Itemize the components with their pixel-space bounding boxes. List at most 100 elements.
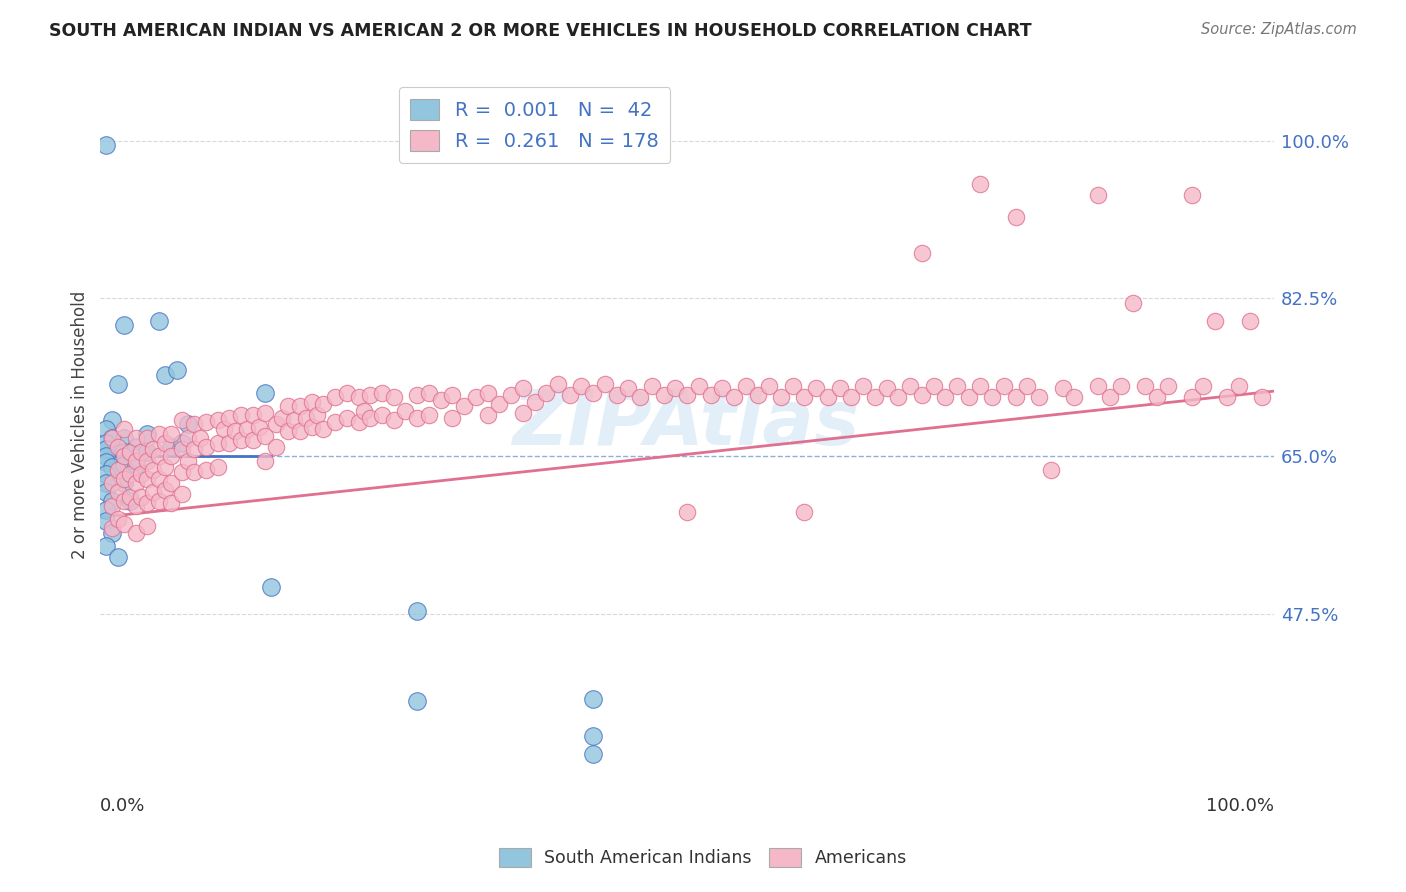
Point bbox=[253, 406, 276, 420]
Point bbox=[148, 449, 170, 463]
Point bbox=[242, 433, 264, 447]
Point bbox=[124, 431, 146, 445]
Point bbox=[172, 442, 194, 456]
Point bbox=[734, 378, 756, 392]
Point bbox=[617, 381, 640, 395]
Point bbox=[101, 413, 124, 427]
Text: SOUTH AMERICAN INDIAN VS AMERICAN 2 OR MORE VEHICLES IN HOUSEHOLD CORRELATION CH: SOUTH AMERICAN INDIAN VS AMERICAN 2 OR M… bbox=[49, 22, 1032, 40]
Point bbox=[148, 426, 170, 441]
Point bbox=[288, 400, 311, 414]
Text: 100.0%: 100.0% bbox=[1206, 797, 1274, 814]
Point bbox=[136, 444, 159, 458]
Point bbox=[406, 388, 429, 402]
Point bbox=[107, 512, 129, 526]
Point bbox=[652, 388, 675, 402]
Point bbox=[288, 424, 311, 438]
Point bbox=[934, 390, 956, 404]
Point bbox=[371, 386, 394, 401]
Point bbox=[188, 431, 211, 445]
Point bbox=[1063, 390, 1085, 404]
Point bbox=[523, 395, 546, 409]
Point bbox=[242, 409, 264, 423]
Point bbox=[406, 694, 429, 708]
Point bbox=[101, 459, 124, 474]
Point bbox=[218, 435, 240, 450]
Point bbox=[441, 388, 464, 402]
Point bbox=[1192, 378, 1215, 392]
Point bbox=[969, 177, 991, 191]
Point bbox=[124, 453, 146, 467]
Point bbox=[336, 386, 359, 401]
Point bbox=[911, 388, 934, 402]
Point bbox=[993, 378, 1015, 392]
Point bbox=[107, 376, 129, 391]
Point bbox=[112, 494, 135, 508]
Point bbox=[1122, 295, 1144, 310]
Point bbox=[828, 381, 851, 395]
Point bbox=[124, 440, 146, 454]
Point bbox=[112, 472, 135, 486]
Point bbox=[166, 363, 188, 377]
Point bbox=[194, 415, 217, 429]
Point bbox=[224, 424, 246, 438]
Point bbox=[571, 378, 593, 392]
Point bbox=[347, 391, 370, 405]
Point bbox=[183, 417, 205, 432]
Point bbox=[957, 390, 980, 404]
Point bbox=[107, 440, 129, 454]
Point bbox=[277, 400, 299, 414]
Point bbox=[1239, 314, 1261, 328]
Point bbox=[177, 417, 200, 432]
Point bbox=[177, 431, 200, 445]
Point bbox=[101, 521, 124, 535]
Text: 0.0%: 0.0% bbox=[100, 797, 146, 814]
Point bbox=[124, 458, 146, 472]
Point bbox=[207, 459, 229, 474]
Point bbox=[582, 386, 605, 401]
Point bbox=[477, 409, 499, 423]
Point bbox=[307, 409, 329, 423]
Point bbox=[247, 420, 270, 434]
Point bbox=[231, 433, 253, 447]
Point bbox=[207, 435, 229, 450]
Point bbox=[136, 426, 159, 441]
Point bbox=[153, 435, 176, 450]
Point bbox=[172, 413, 194, 427]
Point bbox=[153, 483, 176, 498]
Point bbox=[101, 499, 124, 513]
Point bbox=[194, 462, 217, 476]
Point bbox=[676, 505, 699, 519]
Point bbox=[112, 444, 135, 458]
Point bbox=[112, 449, 135, 463]
Point bbox=[723, 391, 745, 405]
Point bbox=[159, 496, 181, 510]
Point bbox=[699, 388, 721, 402]
Point bbox=[382, 391, 405, 405]
Point bbox=[418, 386, 440, 401]
Point bbox=[118, 490, 141, 504]
Point bbox=[1181, 187, 1204, 202]
Point bbox=[488, 397, 510, 411]
Point bbox=[582, 747, 605, 761]
Point bbox=[124, 476, 146, 491]
Point bbox=[1017, 378, 1039, 392]
Point bbox=[136, 453, 159, 467]
Point bbox=[758, 378, 780, 392]
Point bbox=[96, 455, 118, 469]
Point bbox=[981, 390, 1004, 404]
Point bbox=[418, 409, 440, 423]
Point bbox=[96, 539, 118, 553]
Point bbox=[312, 422, 335, 436]
Point bbox=[96, 476, 118, 491]
Point bbox=[512, 406, 534, 420]
Point bbox=[711, 381, 734, 395]
Point bbox=[112, 458, 135, 472]
Point bbox=[429, 393, 451, 408]
Point bbox=[283, 413, 305, 427]
Point bbox=[159, 426, 181, 441]
Point bbox=[688, 378, 710, 392]
Point bbox=[898, 378, 921, 392]
Point bbox=[793, 390, 815, 404]
Point bbox=[382, 413, 405, 427]
Point bbox=[148, 472, 170, 486]
